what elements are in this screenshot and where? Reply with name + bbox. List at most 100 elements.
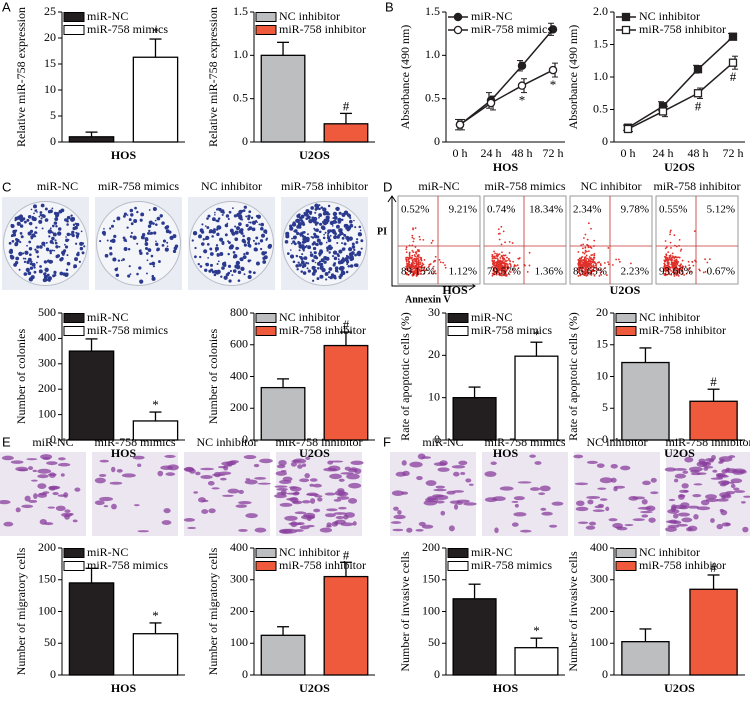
event: [415, 275, 418, 277]
event: [492, 263, 495, 266]
event: [419, 272, 422, 275]
colony: [116, 216, 121, 221]
event: [495, 273, 498, 276]
cell: [220, 477, 227, 481]
colony: [325, 215, 330, 220]
cell: [167, 464, 179, 471]
cell: [301, 500, 311, 504]
colony: [203, 249, 208, 254]
colony: [14, 229, 18, 232]
colony: [303, 256, 307, 260]
event: [673, 265, 675, 268]
colony: [327, 213, 331, 216]
colony: [172, 249, 177, 254]
colony: [295, 254, 299, 258]
image-label: miR-758 mimics: [98, 179, 179, 193]
colony: [132, 235, 137, 240]
colony: [126, 214, 129, 216]
colony: [234, 237, 239, 242]
group-label: U2OS: [610, 283, 641, 297]
event: [419, 238, 421, 241]
y-tick-label: 200: [230, 603, 248, 617]
image-label: miR-NC: [37, 179, 78, 193]
colony: [40, 217, 43, 220]
colony: [199, 265, 203, 268]
cell: [94, 477, 106, 484]
colony: [221, 242, 225, 245]
quadrant-percent: 9.78%: [621, 204, 649, 216]
colony: [54, 239, 57, 242]
colony: [355, 240, 359, 244]
colony: [33, 270, 37, 274]
colony: [228, 245, 233, 250]
colony: [219, 237, 224, 242]
cell: [137, 463, 142, 468]
event: [589, 264, 592, 266]
colony: [65, 238, 69, 243]
colony: [345, 227, 348, 230]
event: [442, 261, 445, 264]
flow-plot: [569, 195, 653, 285]
colony: [247, 241, 250, 245]
event: [413, 237, 415, 240]
event: [588, 272, 591, 274]
colony: [340, 258, 346, 263]
colony: [111, 238, 116, 243]
bar: [68, 136, 115, 143]
event: [611, 264, 614, 266]
event: [405, 271, 408, 274]
y-tick-label: 400: [230, 368, 248, 382]
colony: [157, 260, 161, 263]
event: [419, 265, 422, 268]
colony: [237, 279, 241, 282]
colony: [305, 209, 310, 214]
colony: [298, 255, 301, 258]
panel-letter: A: [2, 0, 11, 14]
event: [491, 254, 494, 256]
cell: [103, 505, 109, 508]
colony: [39, 211, 43, 214]
legend-label: miR-NC: [471, 310, 512, 324]
colony: [311, 216, 315, 220]
event: [586, 257, 588, 260]
event: [493, 271, 496, 274]
event: [414, 269, 417, 272]
colony: [345, 270, 349, 274]
cell: [610, 477, 617, 483]
cell: [132, 455, 145, 460]
colony: [221, 261, 227, 267]
colony: [23, 260, 27, 264]
x-axis-label: HOS: [111, 681, 137, 695]
colony: [10, 223, 14, 227]
cell: [650, 477, 657, 483]
colony: [23, 272, 28, 276]
colony: [66, 232, 71, 237]
event: [588, 256, 591, 258]
event: [675, 272, 677, 275]
bar: [689, 400, 738, 441]
y-tick-label: 100: [38, 603, 56, 617]
colony: [60, 257, 64, 261]
cell: [28, 499, 38, 503]
cell: [715, 472, 726, 477]
colony: [49, 249, 53, 253]
y-tick-label: 20: [44, 30, 56, 44]
cell: [392, 528, 404, 532]
cell: [577, 521, 589, 525]
event: [584, 249, 587, 252]
y-tick-label: 0.5: [425, 90, 440, 104]
colony: [49, 227, 52, 230]
event: [528, 264, 531, 267]
colony: [109, 246, 113, 250]
event: [432, 272, 435, 275]
event: [503, 264, 506, 267]
colony: [315, 206, 320, 210]
event: [498, 238, 501, 241]
y-tick-label: 1.5: [425, 4, 440, 18]
event: [673, 259, 676, 262]
colony: [242, 255, 247, 260]
colony: [303, 239, 307, 244]
cell: [187, 526, 197, 530]
event: [414, 246, 417, 248]
colony: [215, 244, 219, 247]
